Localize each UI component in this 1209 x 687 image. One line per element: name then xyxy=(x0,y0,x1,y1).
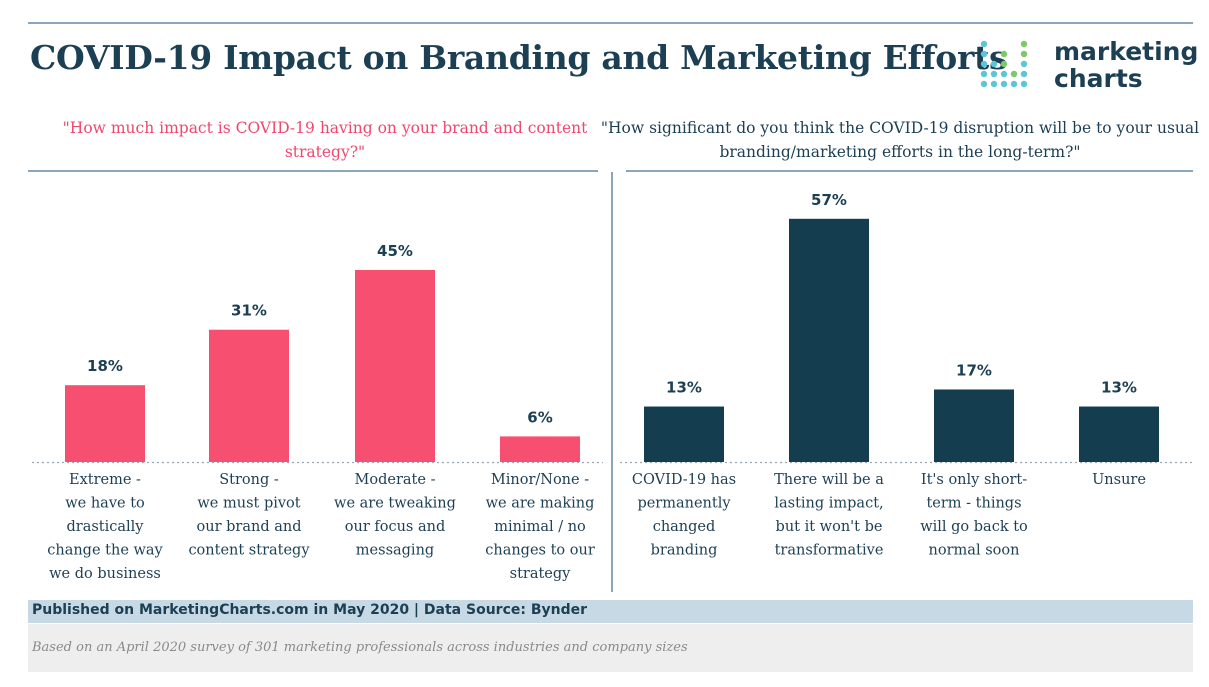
left-category-label-0: Extreme -we have to drastically change the… xyxy=(47,472,163,582)
right-bar-3 xyxy=(1079,406,1159,462)
left-question: "How much impact is COVID-19 having on y… xyxy=(62,119,588,161)
left-bar-0 xyxy=(65,385,145,462)
right-category-label-3: Unsure xyxy=(1092,472,1146,488)
left-value-label-1: 31% xyxy=(231,302,267,320)
top-rule xyxy=(28,22,1193,24)
bar-chart: 18% Extreme -we have to drastically change … xyxy=(32,191,1193,582)
right-value-label-1: 57% xyxy=(811,191,847,209)
right-value-label-0: 13% xyxy=(666,379,702,397)
right-bar-1 xyxy=(789,218,869,462)
left-category-label-1: Strong -we must pivot our brand and conten… xyxy=(188,472,310,559)
right-question-rule xyxy=(626,170,1193,172)
left-bar-3 xyxy=(500,436,580,462)
footer-note: Based on an April 2020 survey of 301 mar… xyxy=(32,640,688,655)
right-value-label-3: 13% xyxy=(1101,379,1137,397)
footer-bar xyxy=(28,600,1193,623)
left-question-rule xyxy=(28,170,598,172)
left-bar-2 xyxy=(355,270,435,462)
logo-wordmark: marketing charts xyxy=(1054,38,1198,92)
left-value-label-0: 18% xyxy=(87,357,123,375)
right-category-label-2: It's only short-term - things will go bac… xyxy=(920,472,1028,559)
left-category-label-2: Moderate -we are tweaking our focus and me… xyxy=(334,472,456,559)
right-question: "How significant do you think the COVID-… xyxy=(600,119,1200,161)
right-value-label-2: 17% xyxy=(956,361,992,379)
left-value-label-3: 6% xyxy=(527,408,552,426)
left-value-label-2: 45% xyxy=(377,242,413,260)
logo-text-line1: marketing xyxy=(1054,37,1199,66)
right-category-label-0: COVID-19 has permanently changed branding xyxy=(632,472,736,559)
left-bar-1 xyxy=(209,329,289,462)
panel-divider xyxy=(611,172,613,592)
logo-text-line2: charts xyxy=(1054,64,1143,93)
right-bar-0 xyxy=(644,406,724,462)
chart-title: COVID-19 Impact on Branding and Marketin… xyxy=(30,38,1008,77)
marketing-charts-logo-icon xyxy=(980,40,1028,88)
footer-note-background xyxy=(28,624,1193,672)
footer-source: Published on MarketingCharts.com in May … xyxy=(32,602,588,618)
left-category-label-3: Minor/None -we are making minimal / no cha… xyxy=(485,472,595,582)
right-bar-2 xyxy=(934,389,1014,462)
right-category-label-1: There will be a lasting impact, but it won… xyxy=(774,472,884,559)
